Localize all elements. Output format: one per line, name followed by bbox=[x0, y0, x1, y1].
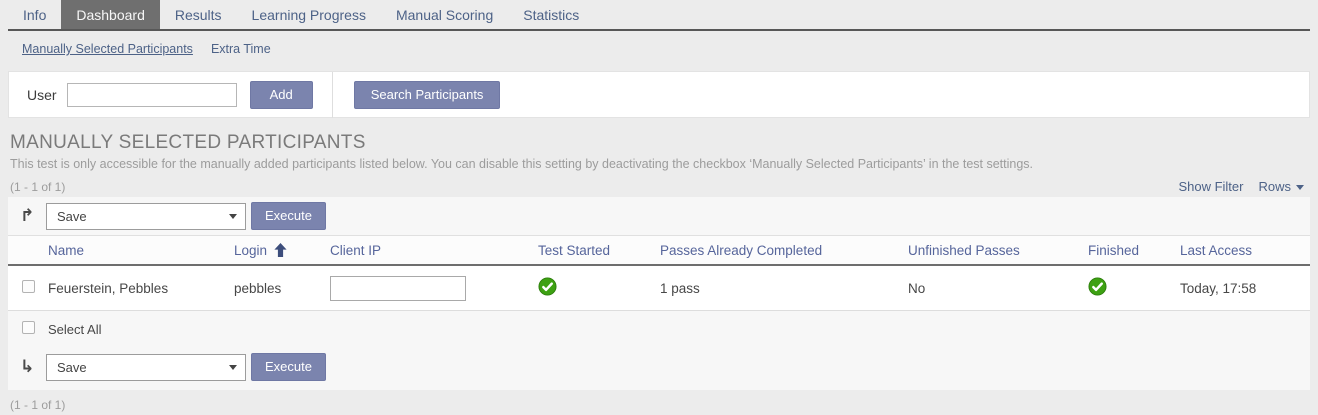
test-started-check-icon bbox=[538, 277, 557, 296]
tab-statistics[interactable]: Statistics bbox=[523, 6, 580, 23]
add-button[interactable]: Add bbox=[249, 80, 313, 109]
subtab-extra-time[interactable]: Extra Time bbox=[210, 42, 271, 56]
participants-table: ↱ Save Execute Name Login Client IP Test… bbox=[8, 197, 1310, 390]
column-header-unfinished-passes[interactable]: Unfinished Passes bbox=[908, 242, 1020, 258]
cell-login: pebbles bbox=[234, 280, 282, 296]
column-header-client-ip[interactable]: Client IP bbox=[330, 242, 382, 258]
tab-manual-scoring[interactable]: Manual Scoring bbox=[395, 6, 494, 23]
execute-button-bottom[interactable]: Execute bbox=[251, 353, 326, 381]
table-meta-actions: Show Filter Rows bbox=[1178, 179, 1304, 194]
action-select-bottom-wrap: Save bbox=[46, 353, 246, 381]
column-header-name[interactable]: Name bbox=[48, 242, 85, 258]
action-select-top[interactable]: Save bbox=[46, 202, 246, 230]
tab-dashboard[interactable]: Dashboard bbox=[61, 0, 160, 29]
add-participant-toolbar: User Add Search Participants bbox=[8, 71, 1310, 118]
row-select-checkbox[interactable] bbox=[22, 280, 35, 293]
cell-unfinished-passes: No bbox=[908, 280, 926, 296]
pagination-bottom: (1 - 1 of 1) bbox=[10, 398, 66, 412]
table-header-row: Name Login Client IP Test Started Passes… bbox=[8, 235, 1310, 266]
cell-test-started bbox=[538, 277, 660, 299]
select-all-checkbox[interactable] bbox=[22, 321, 35, 334]
execute-button-top[interactable]: Execute bbox=[251, 202, 326, 230]
table-meta: (1 - 1 of 1) Show Filter Rows bbox=[10, 179, 1304, 194]
client-ip-input[interactable] bbox=[330, 275, 466, 301]
cell-finished bbox=[1088, 277, 1180, 299]
select-all-row: Select All bbox=[8, 311, 1310, 347]
tab-learning-progress[interactable]: Learning Progress bbox=[251, 6, 366, 23]
tab-info[interactable]: Info bbox=[23, 6, 47, 23]
action-select-top-wrap: Save bbox=[46, 202, 246, 230]
table-command-row-bottom: ↳ Save Execute bbox=[8, 347, 1310, 390]
section-description: This test is only accessible for the man… bbox=[10, 157, 1034, 171]
pagination-top: (1 - 1 of 1) bbox=[10, 179, 66, 194]
sort-ascending-icon bbox=[274, 243, 287, 257]
select-all-label: Select All bbox=[48, 321, 102, 337]
select-all-checkbox-cell bbox=[8, 321, 48, 337]
action-select-bottom[interactable]: Save bbox=[46, 353, 246, 381]
cell-name: Feuerstein, Pebbles bbox=[48, 280, 169, 296]
finished-check-icon bbox=[1088, 277, 1107, 296]
tab-bar: Info Dashboard Results Learning Progress… bbox=[8, 0, 1310, 31]
user-label: User bbox=[27, 86, 57, 103]
column-header-last-access[interactable]: Last Access bbox=[1180, 242, 1253, 258]
cell-passes-completed: 1 pass bbox=[660, 280, 700, 296]
arrow-down-right-icon: ↳ bbox=[20, 357, 35, 377]
section-head: MANUALLY SELECTED PARTICIPANTS This test… bbox=[10, 132, 1318, 171]
column-header-login-label: Login bbox=[234, 242, 268, 258]
column-header-login[interactable]: Login bbox=[234, 243, 330, 258]
section-title: MANUALLY SELECTED PARTICIPANTS bbox=[10, 132, 366, 153]
table-command-row-top: ↱ Save Execute bbox=[8, 197, 1310, 235]
subtab-manually-selected-participants[interactable]: Manually Selected Participants bbox=[22, 42, 193, 56]
column-header-passes-completed[interactable]: Passes Already Completed bbox=[660, 242, 823, 258]
column-header-finished[interactable]: Finished bbox=[1088, 242, 1140, 258]
cell-last-access: Today, 17:58 bbox=[1180, 280, 1257, 296]
column-header-test-started[interactable]: Test Started bbox=[538, 242, 611, 258]
subtab-bar: Manually Selected Participants Extra Tim… bbox=[22, 38, 1318, 60]
rows-dropdown[interactable]: Rows bbox=[1258, 179, 1304, 194]
table-row: Feuerstein, Pebbles pebbles 1 pass No T bbox=[8, 266, 1310, 311]
arrow-up-right-icon: ↱ bbox=[20, 206, 35, 226]
cell-client-ip bbox=[330, 275, 538, 301]
row-checkbox-cell bbox=[8, 280, 48, 296]
tab-results[interactable]: Results bbox=[174, 6, 222, 23]
chevron-down-icon bbox=[1296, 185, 1304, 190]
show-filter-link[interactable]: Show Filter bbox=[1178, 179, 1244, 194]
user-input[interactable] bbox=[66, 82, 237, 107]
rows-dropdown-label: Rows bbox=[1258, 179, 1291, 194]
toolbar-separator bbox=[331, 71, 333, 118]
search-participants-button[interactable]: Search Participants bbox=[353, 80, 501, 109]
